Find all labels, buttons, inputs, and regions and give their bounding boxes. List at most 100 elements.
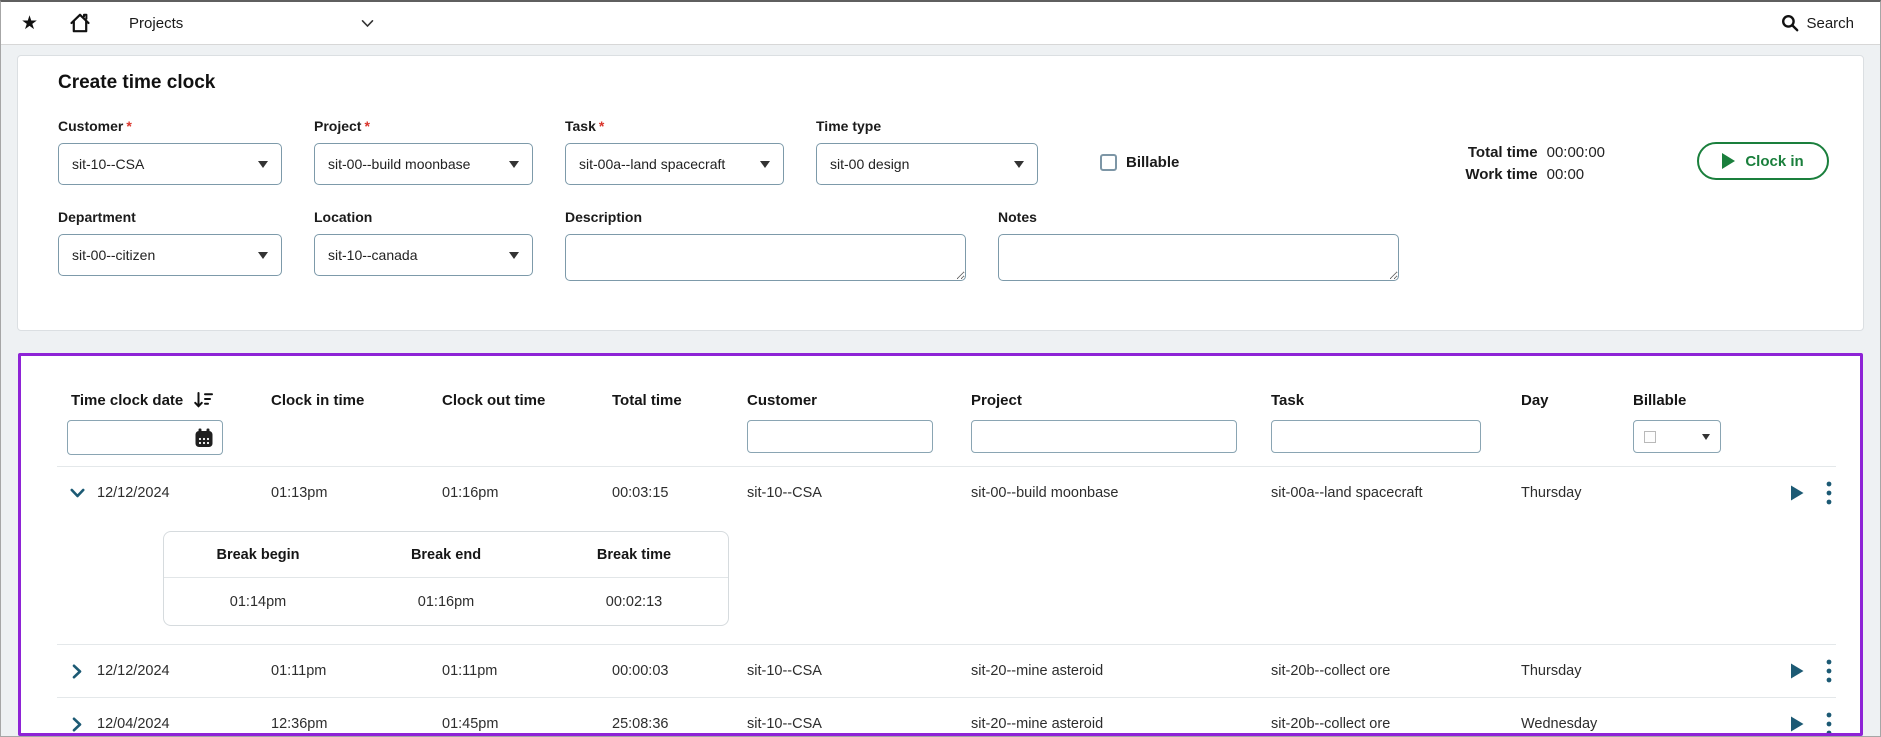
location-field: Location sit-10--canada [314, 209, 533, 276]
department-field: Department sit-00--citizen [58, 209, 282, 276]
notes-input[interactable] [998, 234, 1399, 281]
cell-clock-in: 01:11pm [271, 663, 442, 679]
task-filter-input[interactable] [1271, 420, 1481, 453]
location-select-value: sit-10--canada [328, 247, 418, 263]
cell-task: sit-20b--collect ore [1271, 716, 1521, 732]
create-time-clock-card: Create time clock Customer* sit-10--CSA … [17, 55, 1864, 331]
time-totals: Total time 00:00:00 Work time 00:00 [1465, 144, 1605, 183]
cell-project: sit-20--mine asteroid [971, 663, 1271, 679]
search-icon [1781, 14, 1799, 32]
module-dropdown[interactable]: Projects [129, 15, 374, 32]
chevron-right-icon [72, 717, 82, 732]
customer-label: Customer* [58, 118, 282, 134]
search-label: Search [1806, 15, 1854, 32]
cell-clock-out: 01:16pm [442, 485, 612, 501]
total-time-label: Total time [1465, 144, 1537, 161]
kebab-menu-icon[interactable] [1826, 481, 1832, 505]
date-filter-input[interactable] [68, 430, 193, 446]
clock-in-button[interactable]: Clock in [1697, 142, 1829, 180]
task-select[interactable]: sit-00a--land spacecraft [565, 143, 784, 185]
cell-customer: sit-10--CSA [747, 663, 971, 679]
dropdown-arrow-icon [509, 252, 519, 259]
project-select-value: sit-00--build moonbase [328, 156, 470, 172]
sort-descending-icon[interactable] [193, 390, 214, 410]
search-button[interactable]: Search [1781, 14, 1854, 32]
expand-row-button[interactable] [57, 717, 97, 732]
department-select[interactable]: sit-00--citizen [58, 234, 282, 276]
kebab-menu-icon[interactable] [1826, 659, 1832, 683]
cell-task: sit-00a--land spacecraft [1271, 485, 1521, 501]
department-label: Department [58, 209, 282, 225]
card-title: Create time clock [58, 72, 1837, 94]
favorite-star-icon[interactable]: ★ [21, 14, 38, 33]
column-header-clock-in: Clock in time [271, 392, 442, 409]
play-button[interactable] [1790, 716, 1804, 732]
app-window: ★ Projects Search Create time clock Cust… [0, 0, 1881, 737]
table-row[interactable]: 12/04/2024 12:36pm 01:45pm 25:08:36 sit-… [57, 697, 1836, 736]
time-clock-table: Time clock date Clock in time Clock out … [18, 353, 1863, 736]
billable-field: Billable [1100, 154, 1179, 171]
dropdown-arrow-icon [509, 161, 519, 168]
break-begin-value: 01:14pm [164, 577, 352, 625]
clock-in-button-label: Clock in [1745, 153, 1803, 170]
break-table: Break begin Break end Break time 01:14pm… [163, 531, 729, 626]
work-time-label: Work time [1465, 166, 1537, 183]
task-select-value: sit-00a--land spacecraft [579, 156, 725, 172]
project-select[interactable]: sit-00--build moonbase [314, 143, 533, 185]
dropdown-arrow-icon [258, 161, 268, 168]
customer-select[interactable]: sit-10--CSA [58, 143, 282, 185]
row-actions [1740, 481, 1836, 505]
required-marker: * [126, 118, 131, 134]
collapse-row-button[interactable] [57, 488, 97, 498]
play-button[interactable] [1790, 485, 1804, 501]
play-button[interactable] [1790, 663, 1804, 679]
customer-select-value: sit-10--CSA [72, 156, 144, 172]
cell-total: 25:08:36 [612, 716, 747, 732]
break-end-header: Break end [352, 532, 540, 577]
time-type-select[interactable]: sit-00 design [816, 143, 1038, 185]
cell-total: 00:00:03 [612, 663, 747, 679]
row-actions [1740, 712, 1836, 736]
location-select[interactable]: sit-10--canada [314, 234, 533, 276]
table-header-row: Time clock date Clock in time Clock out … [57, 380, 1836, 420]
dropdown-arrow-icon [258, 252, 268, 259]
description-input[interactable] [565, 234, 966, 281]
table-filter-row [57, 420, 1836, 466]
row-actions [1740, 659, 1836, 683]
cell-clock-out: 01:45pm [442, 716, 612, 732]
form-row-2: Department sit-00--citizen Location sit-… [58, 209, 1837, 286]
kebab-menu-icon[interactable] [1826, 712, 1832, 736]
break-time-header: Break time [540, 532, 728, 577]
department-select-value: sit-00--citizen [72, 247, 155, 263]
project-filter-input[interactable] [971, 420, 1237, 453]
location-label: Location [314, 209, 533, 225]
home-icon[interactable] [69, 12, 91, 34]
cell-date: 12/12/2024 [97, 485, 271, 501]
required-marker: * [599, 118, 604, 134]
calendar-icon[interactable] [193, 427, 215, 449]
play-icon [1722, 153, 1735, 169]
cell-clock-in: 12:36pm [271, 716, 442, 732]
column-header-customer: Customer [747, 392, 971, 409]
time-type-field: Time type sit-00 design [816, 118, 1038, 185]
cell-day: Wednesday [1521, 716, 1633, 732]
cell-date: 12/04/2024 [97, 716, 271, 732]
expand-row-button[interactable] [57, 664, 97, 679]
cell-day: Thursday [1521, 485, 1633, 501]
billable-label[interactable]: Billable [1126, 154, 1179, 171]
billable-checkbox[interactable] [1100, 154, 1117, 171]
top-navigation-bar: ★ Projects Search [1, 2, 1880, 45]
column-header-billable: Billable [1633, 392, 1740, 409]
table-row[interactable]: 12/12/2024 01:13pm 01:16pm 00:03:15 sit-… [57, 466, 1836, 519]
cell-clock-in: 01:13pm [271, 485, 442, 501]
customer-filter-input[interactable] [747, 420, 933, 453]
table-row[interactable]: 12/12/2024 01:11pm 01:11pm 00:00:03 sit-… [57, 644, 1836, 697]
billable-filter-select[interactable] [1633, 420, 1721, 453]
customer-field: Customer* sit-10--CSA [58, 118, 282, 185]
cell-task: sit-20b--collect ore [1271, 663, 1521, 679]
break-table-header-row: Break begin Break end Break time [164, 532, 728, 577]
project-field: Project* sit-00--build moonbase [314, 118, 533, 185]
description-field: Description [565, 209, 966, 286]
chevron-down-icon [361, 19, 374, 28]
column-header-day: Day [1521, 392, 1633, 409]
